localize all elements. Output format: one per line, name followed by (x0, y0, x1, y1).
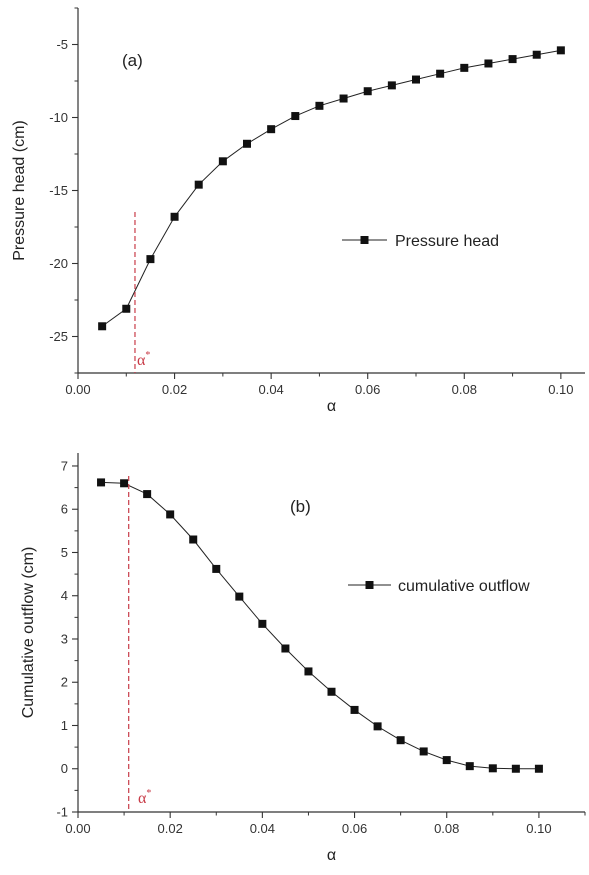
panel-label: (a) (122, 51, 143, 70)
y-tick-label: 6 (61, 502, 68, 517)
data-point (511, 764, 520, 773)
series-line (101, 49, 561, 327)
legend-marker (360, 236, 369, 244)
x-tick-label: 0.10 (526, 821, 551, 836)
data-point (436, 69, 445, 78)
y-tick-label: -5 (56, 37, 68, 52)
legend-marker (365, 581, 374, 589)
data-point (442, 756, 451, 765)
y-tick-label: 3 (61, 631, 68, 646)
data-point (212, 564, 221, 573)
panel-label: (b) (290, 497, 311, 516)
x-tick-label: 0.04 (250, 821, 275, 836)
data-point (534, 764, 543, 773)
chart-panel-b: 0.00 0.02 0.04 0.06 0.08 0.10 7 6 5 4 3 2 1 0 -1 α Cumul… (20, 453, 586, 864)
y-tick-label: 5 (61, 545, 68, 560)
series-line (101, 481, 539, 770)
x-tick-label: 0.02 (158, 821, 183, 836)
y-tick-label: -25 (49, 329, 68, 344)
data-point (143, 490, 152, 499)
data-point (170, 212, 179, 221)
data-point (363, 87, 372, 96)
x-tick-label: 0.08 (434, 821, 459, 836)
data-point (488, 764, 497, 773)
alpha-star-label: α* (137, 350, 150, 369)
data-point (396, 736, 405, 745)
data-point (484, 59, 493, 68)
x-axis-title: α (327, 398, 336, 415)
x-tick-label: 0.04 (258, 382, 283, 397)
x-tick-label: 0.06 (355, 382, 380, 397)
data-point (339, 94, 348, 103)
data-point (194, 180, 203, 189)
data-point (508, 55, 517, 64)
data-point (281, 644, 290, 653)
y-tick-label: -20 (49, 256, 68, 271)
data-point (235, 592, 244, 601)
y-tick-label: 1 (61, 718, 68, 733)
y-axis-title: Cumulative outflow (cm) (20, 547, 37, 719)
y-tick-label: 0 (61, 761, 68, 776)
data-point (97, 478, 106, 487)
chart-panel-a: 0.00 0.02 0.04 0.06 0.08 0.10 -5 -10 -15 -20 -25 α P… (11, 7, 585, 415)
data-point (218, 157, 227, 166)
legend-label: cumulative outflow (398, 578, 530, 595)
data-point (243, 139, 251, 148)
data-point (412, 75, 420, 84)
data-point (532, 50, 541, 59)
data-point (373, 722, 382, 731)
x-tick-label: 0.00 (65, 382, 90, 397)
data-point (120, 479, 129, 488)
data-point (267, 125, 276, 134)
y-axis-title: Pressure head (cm) (11, 120, 28, 261)
data-point (315, 101, 324, 110)
y-tick-label: -10 (49, 110, 68, 125)
y-tick-label: -1 (56, 805, 68, 820)
x-tick-label: 0.08 (452, 382, 477, 397)
x-tick-label: 0.00 (65, 821, 90, 836)
alpha-star-label: α* (138, 788, 151, 807)
x-tick-label: 0.10 (548, 382, 573, 397)
y-tick-label: -15 (49, 183, 68, 198)
data-point (291, 112, 300, 121)
x-tick-label: 0.02 (162, 382, 187, 397)
x-axis-title: α (327, 847, 336, 864)
data-point (460, 63, 469, 72)
data-point (146, 255, 155, 264)
data-point (304, 667, 313, 676)
data-point (327, 687, 336, 696)
data-point (350, 705, 359, 714)
legend-label: Pressure head (395, 233, 499, 250)
data-point (98, 322, 107, 331)
data-point (465, 762, 474, 771)
y-tick-label: 4 (61, 588, 68, 603)
y-tick-label: 7 (61, 458, 68, 473)
data-point (166, 510, 175, 519)
data-point (387, 81, 396, 90)
data-point (122, 304, 131, 313)
data-point (419, 747, 428, 756)
data-point (556, 46, 565, 55)
data-point (189, 535, 198, 544)
x-tick-label: 0.06 (342, 821, 367, 836)
y-tick-label: 2 (61, 675, 68, 690)
data-point (258, 619, 267, 628)
